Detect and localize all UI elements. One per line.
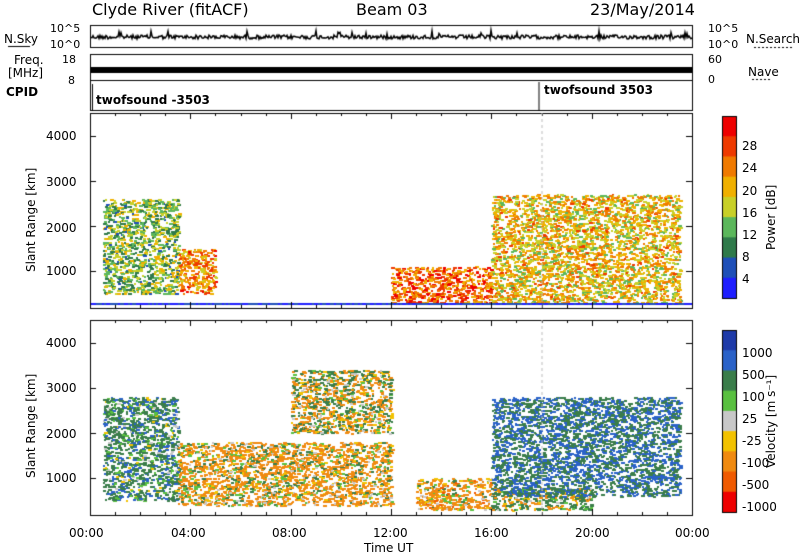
xtick-1600: 16:00	[474, 526, 509, 540]
xlabel: Time UT	[364, 541, 414, 555]
velocity-cbar-tick-m25: -25	[742, 434, 762, 448]
freq-label: Freq.	[14, 53, 44, 67]
velocity-cbar-tick-m1000: -1000	[742, 500, 777, 514]
power-cbar-tick-8: 8	[742, 250, 750, 264]
beam-title: Beam 03	[356, 0, 428, 19]
nave-label: Nave	[748, 65, 779, 79]
power-ytick-2000: 2000	[46, 221, 77, 235]
power-cbar-label: Power [dB]	[764, 184, 778, 250]
xtick-2400: 00:00	[675, 526, 710, 540]
velocity-ylabel: Slant Range [km]	[24, 373, 38, 478]
freq-tick-bottom: 8	[68, 74, 75, 87]
power-cbar-tick-28: 28	[742, 139, 758, 153]
power-cbar-tick-20: 20	[742, 184, 758, 198]
power-cbar-tick-12: 12	[742, 228, 758, 242]
velocity-cbar-tick-1000: 1000	[742, 346, 773, 360]
xtick-0800: 08:00	[272, 526, 307, 540]
cpid-value-2: twofsound 3503	[544, 83, 653, 97]
power-cbar-tick-4: 4	[742, 272, 750, 286]
nave-tick-top: 60	[708, 53, 722, 66]
xtick-0000: 00:00	[69, 526, 104, 540]
cpid-value-1: twofsound -3503	[96, 93, 210, 107]
velocity-cbar-tick-100: 100	[742, 390, 765, 404]
date-title: 23/May/2014	[590, 0, 695, 19]
velocity-cbar-label: Velocity [m s⁻¹]	[764, 374, 778, 468]
velocity-cbar-tick-500: 500	[742, 368, 765, 382]
nsky-tick-bottom: 10^0	[50, 38, 81, 51]
nave-tick-bottom: 0	[708, 73, 715, 86]
velocity-cbar-tick-m100: -100	[742, 456, 770, 470]
power-ytick-3000: 3000	[46, 175, 77, 189]
station-title: Clyde River (fitACF)	[92, 0, 249, 19]
velocity-ytick-1000: 1000	[46, 471, 77, 485]
velocity-ytick-2000: 2000	[46, 427, 77, 441]
xtick-0400: 04:00	[171, 526, 206, 540]
power-ytick-1000: 1000	[46, 264, 77, 278]
nsearch-tick-bottom: 10^0	[708, 38, 739, 51]
power-cbar-tick-16: 16	[742, 206, 758, 220]
nsearch-tick-top: 10^5	[708, 22, 739, 35]
freq-tick-top: 18	[62, 53, 76, 66]
xtick-1200: 12:00	[373, 526, 408, 540]
nsearch-label: N.Search	[746, 32, 800, 46]
freq-unit-label: [MHz]	[8, 66, 44, 80]
power-ytick-4000: 4000	[46, 129, 77, 143]
power-ylabel: Slant Range [km]	[24, 167, 38, 272]
velocity-cbar-tick-m500: -500	[742, 478, 770, 492]
nsky-label: N.Sky	[4, 32, 39, 46]
xtick-2000: 20:00	[575, 526, 610, 540]
velocity-ytick-4000: 4000	[46, 336, 77, 350]
velocity-cbar-tick-25: 25	[742, 412, 758, 426]
velocity-ytick-3000: 3000	[46, 381, 77, 395]
power-cbar-tick-24: 24	[742, 161, 758, 175]
nsky-tick-top: 10^5	[50, 22, 81, 35]
cpid-label: CPID	[6, 85, 39, 99]
